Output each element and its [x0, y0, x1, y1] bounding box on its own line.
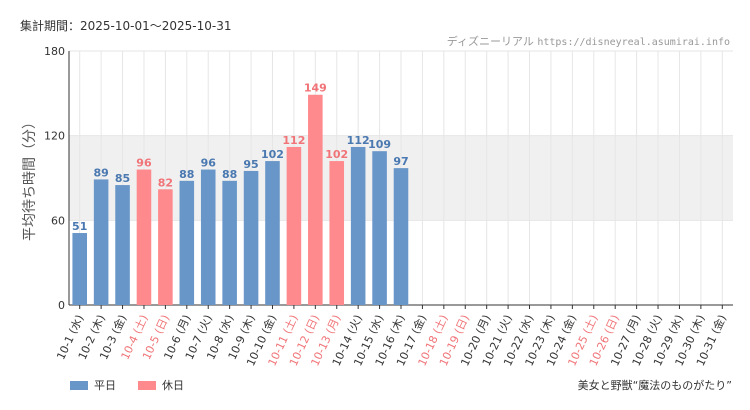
- y-tick-label: 120: [44, 130, 65, 143]
- bar: [115, 185, 130, 305]
- bar-value-label: 88: [222, 168, 237, 181]
- bar-value-label: 89: [93, 166, 108, 179]
- bar-value-label: 112: [347, 134, 370, 147]
- bar: [308, 94, 323, 305]
- period-text: 集計期間：2025-10-01～2025-10-31: [20, 17, 232, 34]
- bar: [393, 168, 409, 305]
- attraction-name: 美女と野獣“魔法のものがたり”: [577, 379, 732, 392]
- bar: [93, 179, 109, 305]
- bar: [372, 151, 387, 305]
- bar: [179, 180, 195, 305]
- bar-value-label: 88: [179, 168, 194, 181]
- bar: [72, 233, 87, 305]
- bar: [350, 146, 366, 305]
- bar-value-label: 82: [158, 176, 173, 189]
- bar-value-label: 112: [282, 134, 305, 147]
- source-credit: ディズニーリアル https://disneyreal.asumirai.inf…: [447, 33, 730, 49]
- legend-item-holiday: 休日: [138, 377, 184, 393]
- legend-swatch-holiday: [138, 380, 156, 390]
- bar-value-label: 95: [243, 158, 258, 171]
- period-value: 2025-10-01～2025-10-31: [80, 19, 232, 33]
- y-tick-label: 180: [44, 45, 65, 58]
- bar-value-label: 51: [72, 220, 87, 233]
- bar-value-label: 102: [261, 148, 284, 161]
- legend-swatch-weekday: [70, 380, 88, 390]
- bar-value-label: 96: [201, 157, 217, 170]
- legend-label-weekday: 平日: [94, 379, 116, 392]
- source-site: ディズニーリアル: [446, 35, 534, 48]
- period-label: 集計期間：: [20, 19, 81, 33]
- legend: 平日 休日: [70, 377, 184, 393]
- y-tick-label: 0: [58, 299, 65, 312]
- legend-label-holiday: 休日: [162, 379, 184, 392]
- bar: [158, 189, 173, 305]
- bar: [222, 180, 237, 305]
- bar: [200, 169, 216, 305]
- bar: [243, 170, 259, 305]
- legend-item-weekday: 平日: [70, 377, 116, 393]
- bar: [136, 169, 152, 305]
- y-tick-label: 60: [51, 214, 65, 227]
- y-axis-label: 平均待ち時間（分）: [22, 115, 38, 241]
- bar-value-label: 102: [325, 148, 348, 161]
- bar-value-label: 85: [115, 172, 130, 185]
- bar: [329, 161, 345, 305]
- bar: [265, 161, 280, 305]
- bar-value-label: 96: [136, 157, 152, 170]
- source-url: https://disneyreal.asumirai.info: [537, 37, 730, 48]
- bar: [286, 146, 302, 305]
- bar-value-label: 97: [393, 155, 408, 168]
- bar-value-label: 149: [304, 82, 327, 95]
- bar-value-label: 109: [368, 138, 391, 151]
